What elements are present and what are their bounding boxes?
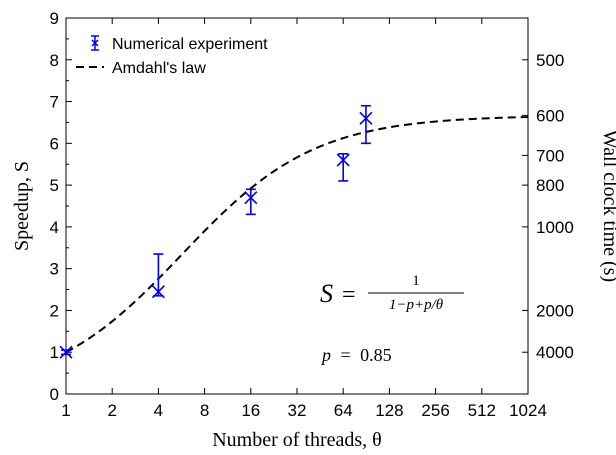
legend: Numerical experiment Amdahl's law xyxy=(76,35,268,77)
y-tick-label: 7 xyxy=(50,93,59,112)
y2-axis: 500 600 700 800 1000 2000 4000 xyxy=(522,51,574,362)
y-tick-label: 1 xyxy=(50,343,59,362)
x-axis-title: Number of threads, θ xyxy=(212,429,382,451)
y-tick-label: 2 xyxy=(50,301,59,320)
y2-tick-label: 1000 xyxy=(536,218,574,237)
data-point xyxy=(359,104,373,145)
legend-errorbar-marker xyxy=(91,35,99,51)
y-tick-label: 3 xyxy=(50,260,59,279)
x-tick-label: 2 xyxy=(107,401,116,420)
y2-tick-label: 4000 xyxy=(536,343,574,362)
x-tick-label: 64 xyxy=(334,401,353,420)
y2-axis-title: Wall clock time (s) xyxy=(599,130,616,282)
formula-equals: = xyxy=(342,282,356,308)
y2-tick-label: 500 xyxy=(536,51,564,70)
x-tick-label: 128 xyxy=(375,401,403,420)
x-tick-label: 4 xyxy=(154,401,163,420)
x-tick-label: 32 xyxy=(288,401,307,420)
y-tick-label: 6 xyxy=(50,134,59,153)
x-tick-label: 1024 xyxy=(509,401,547,420)
y2-tick-label: 600 xyxy=(536,106,564,125)
x-tick-label: 512 xyxy=(468,401,496,420)
y-tick-label: 4 xyxy=(50,218,59,237)
y-tick-label: 9 xyxy=(50,9,59,28)
y-axis-title: Speedup, S xyxy=(11,161,33,251)
y-axis: 0 1 2 3 4 5 6 7 8 9 xyxy=(50,9,72,404)
y2-tick-label: 2000 xyxy=(536,301,574,320)
formula-denominator: 1−p+p/θ xyxy=(389,297,444,313)
y2-tick-label: 800 xyxy=(536,176,564,195)
y2-tick-label: 700 xyxy=(536,146,564,165)
amdahl-law-curve xyxy=(65,116,529,354)
y-tick-label: 0 xyxy=(50,385,59,404)
y2-axis-title-text: Wall clock time (s) xyxy=(599,130,616,282)
formula-lhs: S xyxy=(320,279,333,308)
x-axis: 1 2 4 8 16 32 64 128 256 512 1024 xyxy=(61,18,547,420)
formula-numerator: 1 xyxy=(412,273,420,289)
numerical-experiment-series xyxy=(59,104,373,359)
x-axis-title-text: Number of threads, θ xyxy=(212,429,382,451)
x-tick-label: 16 xyxy=(241,401,260,420)
x-tick-label: 1 xyxy=(61,401,70,420)
data-point xyxy=(336,152,350,182)
data-point xyxy=(59,345,73,359)
legend-label-amdahl: Amdahl's law xyxy=(112,60,206,77)
parameter-name: p xyxy=(320,345,331,365)
data-point xyxy=(151,253,165,299)
parameter-annotation: p = 0.85 xyxy=(320,345,392,365)
y-tick-label: 8 xyxy=(50,51,59,70)
x-tick-label: 8 xyxy=(200,401,209,420)
y-axis-title-text: Speedup, S xyxy=(11,161,33,251)
legend-label-numerical: Numerical experiment xyxy=(112,36,268,53)
parameter-equals: = xyxy=(341,345,351,365)
parameter-value: 0.85 xyxy=(360,345,392,365)
formula-annotation: S = 1 1−p+p/θ p = 0.85 xyxy=(320,273,464,365)
data-point xyxy=(244,188,258,216)
y-tick-label: 5 xyxy=(50,176,59,195)
x-tick-label: 256 xyxy=(421,401,449,420)
